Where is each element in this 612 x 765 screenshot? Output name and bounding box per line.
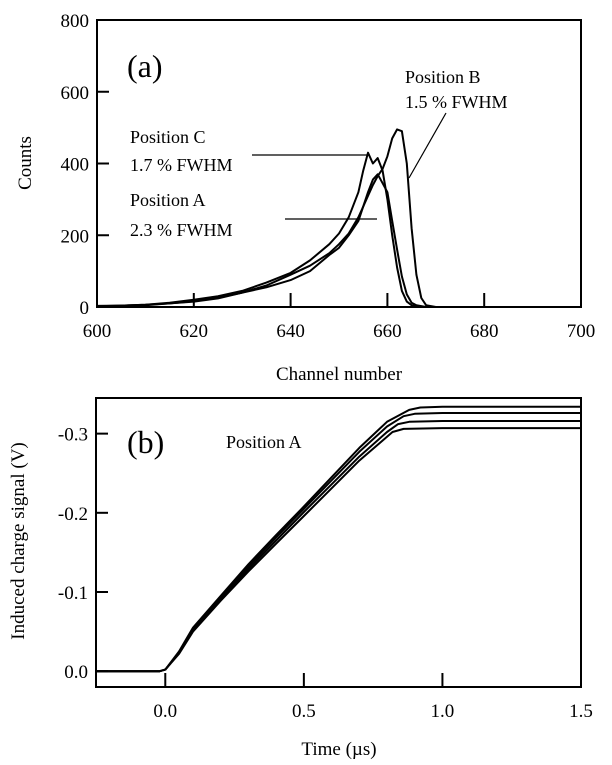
panel-a-y-tick-label: 400: [61, 155, 90, 176]
panel-b-y-tick-label: -0.3: [58, 425, 88, 446]
panel-b-series-line-2: [96, 412, 581, 673]
panel-a-series-line-2: [96, 151, 581, 308]
panel-b-series-line-4: [96, 427, 581, 673]
annotation-position-a-fwhm: 2.3 % FWHM: [130, 220, 233, 240]
pointer-position-b: [408, 112, 447, 179]
panel-a-x-tick-label: 620: [180, 321, 209, 342]
panel-a-x-tick-label: 700: [567, 321, 596, 342]
panel-b-x-tick-label: 0.5: [292, 701, 316, 722]
panel-a-x-axis-label: Channel number: [276, 364, 403, 385]
panel-a-y-tick-label: 0: [80, 298, 90, 319]
panel-b-y-tick-label: -0.2: [58, 504, 88, 525]
panel-a-y-tick-label: 200: [61, 226, 90, 247]
panel-a-x-tick-label: 680: [470, 321, 499, 342]
panel-a-x-tick-label: 660: [373, 321, 402, 342]
panel-a-y-axis-label: Counts: [15, 136, 36, 190]
panel-b-annotation: Position A: [226, 432, 302, 452]
panel-b-chart: 0.0 0.5 1.0 1.5 0.0 -0.1 -0.2 -0.3 (b) Position…: [8, 397, 593, 760]
panel-b-y-axis-label: Induced charge signal (V): [8, 442, 29, 640]
panel-a-y-tick-label: 800: [61, 11, 90, 32]
panel-b-x-tick-label: 1.5: [569, 701, 593, 722]
panel-b-label: (b): [127, 424, 164, 460]
panel-a-chart: 600 620 640 660 680 700 0 200 400 600 800 (a) Chan…: [15, 11, 595, 385]
annotation-position-b-fwhm: 1.5 % FWHM: [405, 92, 508, 112]
panel-a-x-tick-label: 640: [276, 321, 305, 342]
panel-b-x-axis-label: Time (µs): [301, 739, 376, 760]
annotation-position-c-title: Position C: [130, 127, 206, 147]
panel-a-y-tick-label: 600: [61, 83, 90, 104]
annotation-position-b-title: Position B: [405, 67, 481, 87]
panel-b-y-tick-label: -0.1: [58, 583, 88, 604]
annotation-position-a-title: Position A: [130, 190, 206, 210]
panel-a-series-line-3: [96, 173, 581, 308]
annotation-position-c-fwhm: 1.7 % FWHM: [130, 155, 233, 175]
panel-b-y-tick-label: 0.0: [64, 662, 88, 683]
panel-b-x-tick-label: 0.0: [153, 701, 177, 722]
panel-b-frame: [95, 397, 582, 688]
panel-b-series-line-1: [96, 405, 581, 673]
panel-a-label: (a): [127, 48, 163, 84]
panel-b-x-tick-label: 1.0: [431, 701, 455, 722]
panel-a-x-tick-label: 600: [83, 321, 112, 342]
panel-b-series-line-3: [96, 420, 581, 673]
